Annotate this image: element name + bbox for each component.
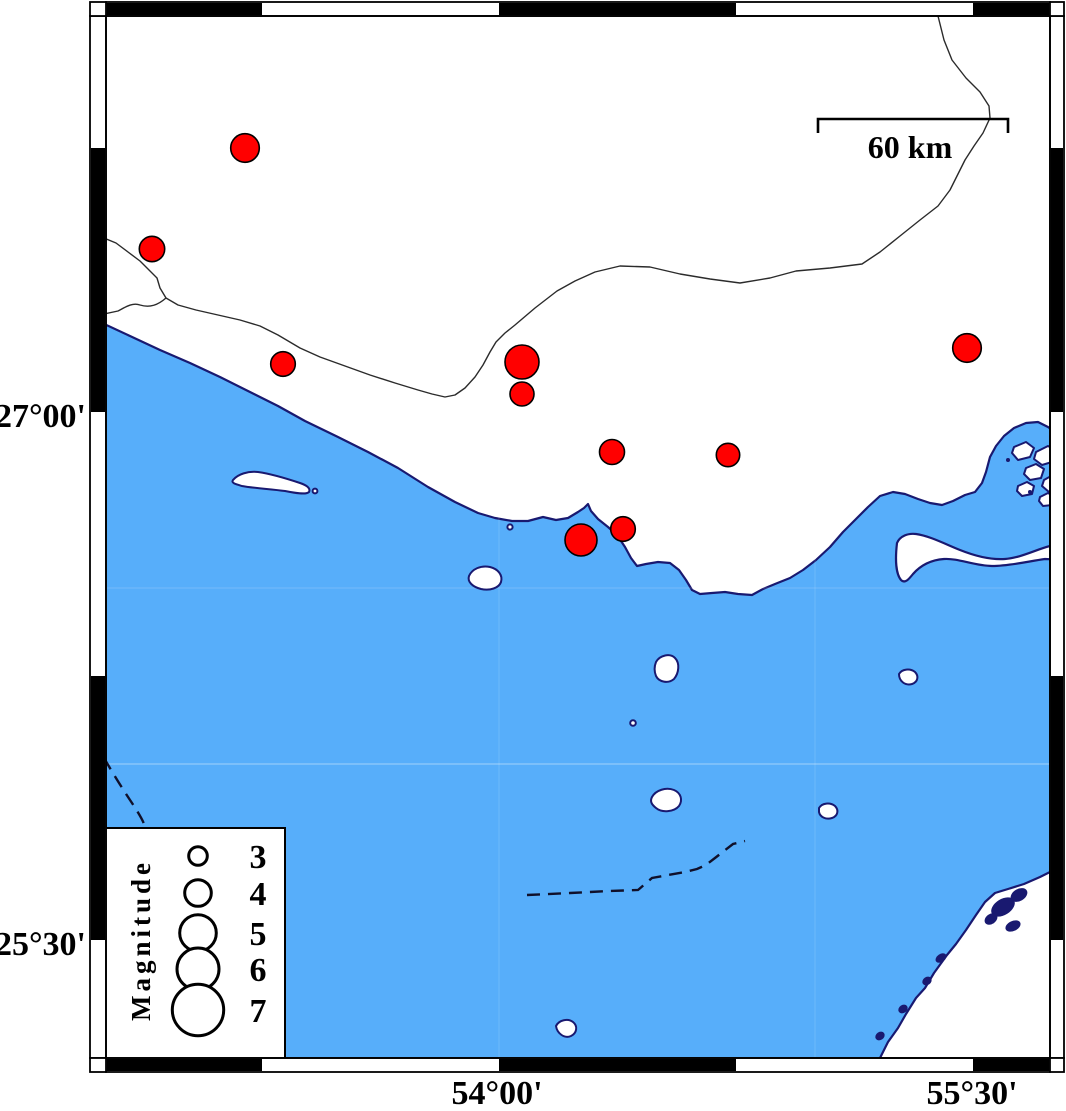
- bay-islet: [1038, 492, 1050, 507]
- lagoon: [922, 976, 932, 986]
- islands: [231, 434, 1050, 1058]
- epicenter-marker: [951, 332, 983, 364]
- legend-circle-m3: [187, 845, 209, 867]
- epicenter-marker: [269, 350, 297, 378]
- lagoon: [991, 897, 1015, 917]
- epicenter-marker: [715, 442, 741, 468]
- lagoon: [875, 1031, 885, 1041]
- border-line-main: [106, 16, 991, 398]
- epicenters: [138, 132, 983, 557]
- frame-corner-bl: [89, 1057, 107, 1073]
- coastline-mainland: [106, 323, 1050, 597]
- legend-circle-m5: [178, 913, 218, 953]
- legend-circle-m4: [183, 878, 213, 908]
- land-south-coast: [878, 870, 1050, 1058]
- epicenter-marker: [229, 132, 261, 164]
- lon-label-54-00: 54°00': [451, 1075, 542, 1111]
- graticule: [106, 16, 1050, 1058]
- island-small-5: [898, 668, 919, 686]
- island-small-4: [818, 802, 839, 820]
- island-small-6: [555, 1018, 578, 1038]
- maritime-boundaries: [106, 759, 746, 897]
- frame-corner-tr: [1049, 1, 1065, 17]
- lagoon: [1005, 920, 1021, 932]
- island-small-3: [650, 787, 683, 813]
- island-small-2: [653, 654, 680, 683]
- legend-title: Magnitude: [126, 859, 156, 1021]
- sea-persian-gulf: [106, 324, 1050, 1058]
- scale-bar: 60 km: [816, 117, 1010, 165]
- bay-islet: [1033, 445, 1050, 466]
- map-frame: [89, 1, 1065, 1073]
- lat-label-25-30: 25°30': [0, 926, 86, 963]
- island-small-1: [467, 565, 503, 591]
- legend-value-7: 7: [250, 993, 267, 1030]
- legend-circle-m7: [170, 982, 226, 1038]
- islet: [629, 719, 637, 727]
- epicenter-marker: [138, 235, 166, 263]
- lagoon: [984, 913, 998, 925]
- bay-islet: [1011, 441, 1035, 461]
- legend-values: 3 4 5 6 7: [250, 839, 267, 1030]
- lagoon: [935, 953, 947, 963]
- frame-black-segments: [91, 3, 1063, 1071]
- island-west-elongated: [231, 470, 311, 495]
- frame-inner-border: [105, 15, 1051, 1059]
- dashed-line-mid: [526, 839, 746, 897]
- scale-bar-line: [816, 117, 1010, 133]
- epicenter-marker: [598, 438, 626, 466]
- lat-label-27-00: 27°00': [0, 398, 86, 435]
- epicenter-marker: [504, 344, 540, 380]
- frame-corner-br: [1049, 1057, 1065, 1073]
- legend-value-4: 4: [250, 876, 267, 913]
- dashed-line-west: [106, 759, 146, 825]
- bay-speck: [1006, 458, 1010, 462]
- legend-value-5: 5: [250, 916, 267, 953]
- islet: [506, 523, 514, 531]
- legend-value-3: 3: [250, 839, 267, 876]
- border-lines: [106, 16, 991, 398]
- epicenter-marker: [609, 515, 637, 543]
- axis-annotations: 27°00' 25°30' 54°00' 55°30': [0, 398, 1018, 1111]
- border-line-branch: [106, 297, 167, 315]
- bay-islet-cluster: [1006, 434, 1050, 507]
- map-content: [106, 16, 1050, 1058]
- bay-islet: [1023, 463, 1045, 481]
- epicenter-marker: [564, 523, 598, 557]
- islet: [311, 487, 319, 495]
- lagoons-south-coast: [875, 888, 1028, 1041]
- island-qeshm: [894, 532, 1050, 583]
- magnitude-legend: Magnitude 3 4 5 6 7: [104, 827, 286, 1060]
- lagoon: [1010, 888, 1028, 902]
- scale-bar-label: 60 km: [868, 129, 953, 165]
- lagoon: [898, 1004, 908, 1014]
- legend-value-6: 6: [250, 952, 267, 989]
- bay-islet: [1041, 475, 1050, 493]
- frame-corner-tl: [89, 1, 107, 17]
- epicenter-marker: [509, 381, 535, 407]
- legend-circles: [170, 845, 226, 1038]
- lon-label-55-30: 55°30': [926, 1075, 1017, 1111]
- bay-speck: [1028, 490, 1032, 494]
